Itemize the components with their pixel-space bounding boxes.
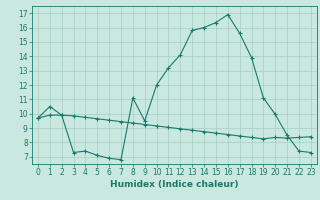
X-axis label: Humidex (Indice chaleur): Humidex (Indice chaleur) (110, 180, 239, 189)
